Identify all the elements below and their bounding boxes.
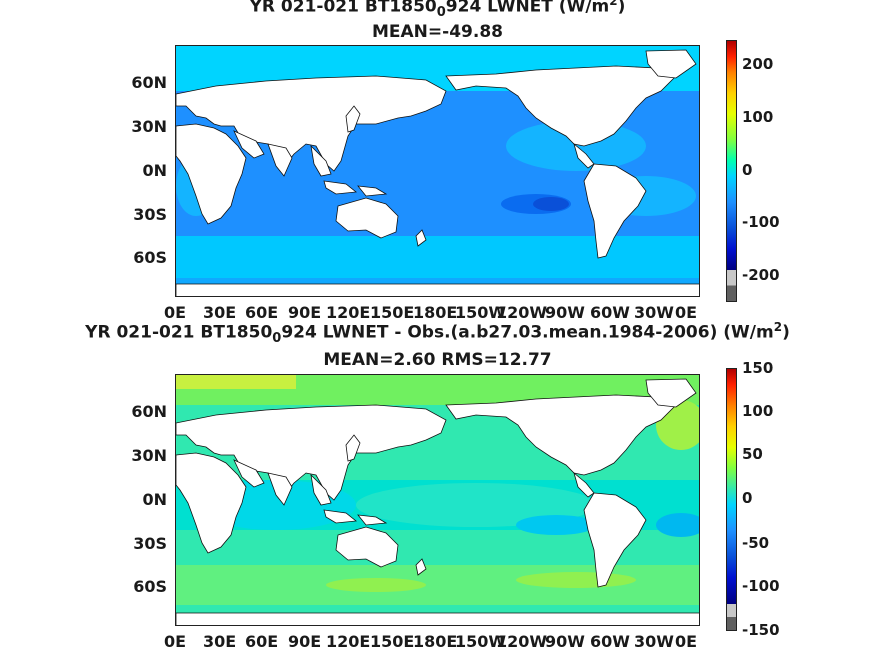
lon-label: 150W [455, 303, 507, 322]
lon-label: 180E [413, 632, 458, 651]
top-map-panel: 60N 30N 0N 30S 60S [131, 45, 700, 297]
bottom-subtitle: MEAN=2.60 RMS=12.77 [323, 350, 552, 370]
bottom-colorbar-tick: -100 [742, 577, 780, 595]
bottom-lat-label-60s: 60S [133, 577, 167, 596]
lon-label: 0E [164, 303, 187, 322]
lon-label: 60W [590, 632, 630, 651]
bottom-colorbar-tick: 50 [742, 445, 763, 463]
top-lat-label-30s: 30S [133, 205, 167, 224]
bottom-map-panel: 60N 30N 0N 30S 60S [131, 374, 700, 626]
lon-label: 120E [326, 632, 371, 651]
top-colorbar-tick: 0 [742, 161, 753, 179]
bottom-lat-label-0n: 0N [142, 490, 167, 509]
lon-label: 150E [370, 632, 415, 651]
lon-label: 150E [370, 303, 415, 322]
bottom-lon-axis: 0E 30E 60E 90E 120E 150E 180E 150W 120W … [0, 632, 875, 654]
bottom-lat-label-30n: 30N [131, 446, 167, 465]
lon-label: 90E [288, 303, 322, 322]
lon-label: 60E [245, 303, 279, 322]
top-colorbar [726, 40, 737, 302]
lon-label: 0E [675, 303, 698, 322]
lon-label: 90W [545, 303, 585, 322]
top-lon-axis: 0E 30E 60E 90E 120E 150E 180E 150W 120W … [0, 303, 875, 325]
bottom-colorbar-tick: 100 [742, 402, 774, 420]
top-lat-label-30n: 30N [131, 117, 167, 136]
top-colorbar-tick: 200 [742, 55, 774, 73]
lon-label: 60W [590, 303, 630, 322]
lon-label: 30W [634, 303, 674, 322]
bottom-colorbar-tick: 150 [742, 359, 774, 377]
lon-label: 0E [164, 632, 187, 651]
lon-label: 90W [545, 632, 585, 651]
bottom-colorbar-tick: 0 [742, 489, 753, 507]
lon-label: 60E [245, 632, 279, 651]
top-colorbar-tick: 100 [742, 108, 774, 126]
lon-label: 0E [675, 632, 698, 651]
top-title: YR 021-021 BT18500924 LWNET (W/m2) [249, 0, 626, 21]
top-lat-label-60n: 60N [131, 73, 167, 92]
top-colorbar-tick: -100 [742, 213, 780, 231]
bottom-colorbar-tick: -150 [742, 621, 780, 639]
lon-label: 90E [288, 632, 322, 651]
bottom-colorbar [726, 368, 737, 631]
lon-label: 30W [634, 632, 674, 651]
lon-label: 30E [203, 632, 237, 651]
bottom-lat-label-30s: 30S [133, 534, 167, 553]
lon-label: 30E [203, 303, 237, 322]
lon-label: 120E [326, 303, 371, 322]
lon-label: 180E [413, 303, 458, 322]
bottom-colorbar-tick: -50 [742, 534, 770, 552]
top-colorbar-tick: -200 [742, 266, 780, 284]
bottom-lat-label-60n: 60N [131, 402, 167, 421]
lon-label: 120W [496, 632, 548, 651]
bottom-title: YR 021-021 BT18500924 LWNET - Obs.(a.b27… [85, 320, 790, 347]
top-lat-label-60s: 60S [133, 248, 167, 267]
top-lat-label-0n: 0N [142, 161, 167, 180]
lon-label: 150W [455, 632, 507, 651]
lon-label: 120W [496, 303, 548, 322]
top-subtitle: MEAN=-49.88 [372, 22, 503, 42]
top-map [175, 45, 700, 297]
bottom-map [175, 374, 700, 626]
